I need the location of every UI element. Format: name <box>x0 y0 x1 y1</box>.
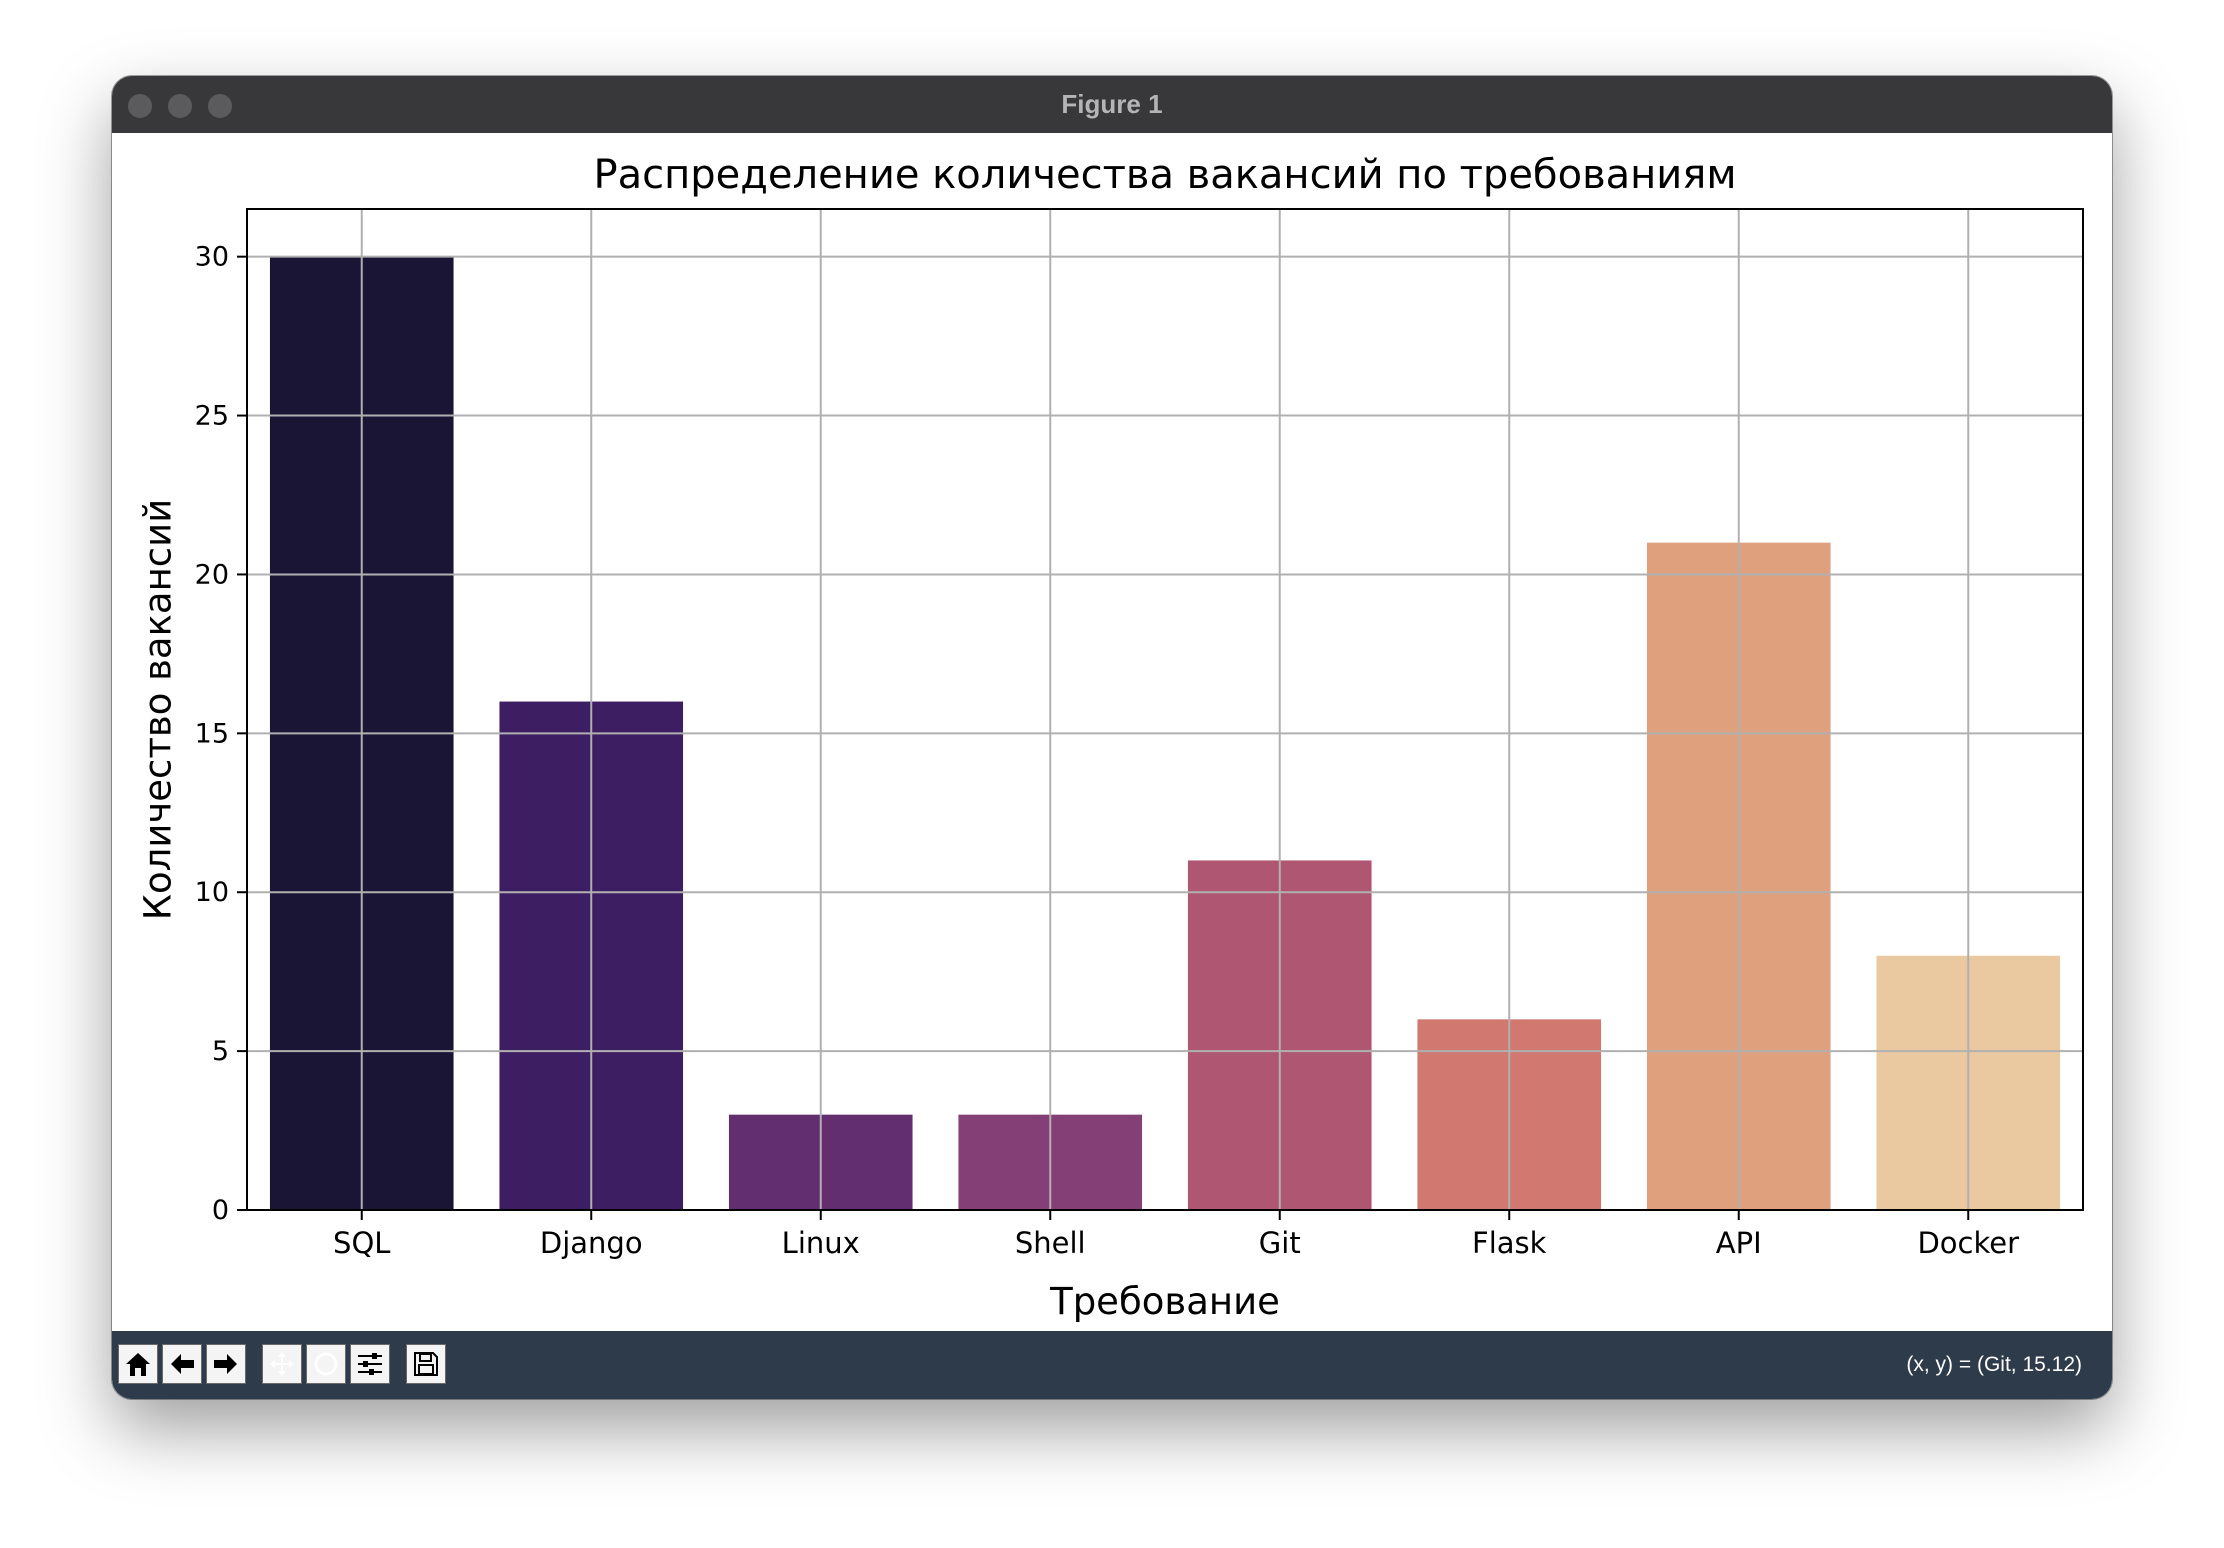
y-tick-label: 25 <box>195 401 229 432</box>
y-axis-label: Количество вакансий <box>137 499 180 920</box>
arrow-left-icon <box>171 1354 194 1374</box>
ticks-layer: 0 5 10 15 20 25 30 SQL Django Linux Shell Git Flask A… <box>195 242 2019 1260</box>
figure-canvas[interactable]: 0 5 10 15 20 25 30 SQL Django Linux Shell Git Flask A… <box>112 133 2112 1399</box>
home-icon <box>126 1353 150 1376</box>
x-tick-label: Django <box>540 1226 643 1260</box>
zoom-icon <box>314 1352 338 1376</box>
x-tick-label: Flask <box>1472 1226 1547 1260</box>
zoom-window-button[interactable] <box>208 94 232 118</box>
y-tick-label: 20 <box>195 559 229 590</box>
pan-button[interactable] <box>262 1344 302 1384</box>
minimize-window-button[interactable] <box>168 94 192 118</box>
x-tick-label: API <box>1716 1226 1762 1260</box>
sliders-icon <box>358 1353 382 1375</box>
x-tick-label: Linux <box>782 1226 860 1260</box>
bar-chart: 0 5 10 15 20 25 30 SQL Django Linux Shell Git Flask A… <box>137 152 2084 1323</box>
navigation-toolbar: (x, y) = (Git, 15.12) <box>112 1331 2112 1399</box>
y-tick-label: 30 <box>195 242 229 273</box>
arrow-right-icon <box>214 1354 237 1374</box>
x-tick-label: Docker <box>1917 1226 2019 1260</box>
x-tick-label: SQL <box>333 1226 390 1260</box>
x-tick-label: Shell <box>1015 1226 1086 1260</box>
x-axis-label: Требование <box>1049 1280 1280 1323</box>
x-tick-label: Git <box>1259 1226 1301 1260</box>
zoom-button[interactable] <box>306 1344 346 1384</box>
chart-title: Распределение количества вакансий по тре… <box>593 152 1736 198</box>
y-tick-label: 5 <box>212 1036 229 1067</box>
y-tick-label: 0 <box>212 1195 229 1226</box>
y-tick-label: 10 <box>195 877 229 908</box>
y-tick-label: 15 <box>195 718 229 749</box>
close-window-button[interactable] <box>128 94 152 118</box>
pan-icon <box>270 1352 294 1376</box>
save-icon <box>414 1352 438 1376</box>
title-bar[interactable]: Figure 1 <box>112 76 2112 134</box>
axes-frame <box>246 208 2084 1211</box>
configure-subplots-button[interactable] <box>350 1344 390 1384</box>
figure-window: Figure 1 0 5 10 15 20 25 30 SQL Django Linux Shell… <box>112 76 2112 1399</box>
window-title: Figure 1 <box>1061 89 1163 119</box>
cursor-coordinates: (x, y) = (Git, 15.12) <box>1906 1353 2082 1376</box>
save-button[interactable] <box>406 1344 446 1384</box>
back-button[interactable] <box>162 1344 202 1384</box>
home-button[interactable] <box>118 1344 158 1384</box>
forward-button[interactable] <box>206 1344 246 1384</box>
